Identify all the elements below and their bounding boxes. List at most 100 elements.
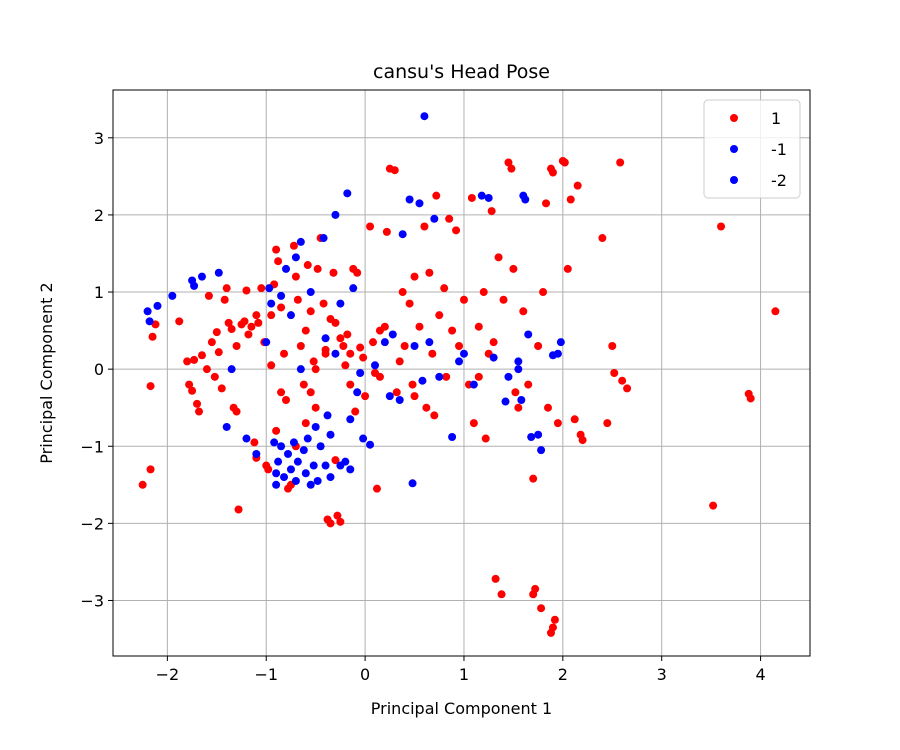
data-point-series-1 bbox=[410, 342, 419, 351]
data-point-series-1 bbox=[501, 397, 510, 406]
data-point-series-0 bbox=[240, 317, 249, 326]
data-point-series-0 bbox=[509, 264, 518, 273]
data-point-series-1 bbox=[190, 281, 199, 290]
data-point-series-0 bbox=[481, 434, 490, 443]
data-point-series-0 bbox=[445, 214, 454, 223]
plot-area-frame bbox=[112, 89, 811, 657]
data-point-series-1 bbox=[556, 338, 565, 347]
data-point-series-1 bbox=[222, 422, 231, 431]
data-point-series-0 bbox=[148, 332, 157, 341]
data-point-series-1 bbox=[145, 317, 154, 326]
data-point-series-1 bbox=[489, 353, 498, 362]
data-point-series-1 bbox=[323, 411, 332, 420]
y-tick-label: 3 bbox=[94, 129, 104, 148]
data-point-series-0 bbox=[511, 388, 520, 397]
data-point-series-1 bbox=[343, 189, 352, 198]
data-point-series-0 bbox=[151, 320, 160, 329]
data-point-series-1 bbox=[504, 372, 513, 381]
data-point-series-1 bbox=[301, 469, 310, 478]
data-point-series-1 bbox=[326, 473, 335, 482]
data-point-series-0 bbox=[489, 338, 498, 347]
data-point-series-0 bbox=[277, 303, 286, 312]
data-point-series-1 bbox=[398, 230, 407, 239]
data-point-series-1 bbox=[326, 430, 335, 439]
data-point-series-1 bbox=[527, 433, 536, 442]
data-point-series-1 bbox=[280, 473, 289, 482]
data-point-series-0 bbox=[469, 419, 478, 428]
data-point-series-0 bbox=[400, 342, 409, 351]
data-point-series-1 bbox=[293, 457, 302, 466]
data-point-series-0 bbox=[709, 501, 718, 510]
data-point-series-1 bbox=[346, 465, 355, 474]
data-point-series-0 bbox=[202, 365, 211, 374]
data-point-series-0 bbox=[491, 574, 500, 583]
data-point-series-0 bbox=[210, 372, 219, 381]
data-point-series-0 bbox=[550, 615, 559, 624]
data-point-series-0 bbox=[361, 392, 370, 401]
data-point-series-1 bbox=[380, 338, 389, 347]
data-point-series-0 bbox=[303, 261, 312, 270]
data-point-series-0 bbox=[519, 307, 528, 316]
data-point-series-0 bbox=[346, 349, 355, 358]
data-point-series-0 bbox=[282, 395, 291, 404]
data-point-series-0 bbox=[408, 380, 417, 389]
data-point-series-0 bbox=[272, 426, 281, 435]
data-point-series-0 bbox=[313, 264, 322, 273]
data-point-series-0 bbox=[608, 342, 617, 351]
data-point-series-1 bbox=[309, 461, 318, 470]
data-point-series-0 bbox=[467, 193, 476, 202]
legend-marker bbox=[730, 176, 738, 184]
x-tick-label: 2 bbox=[558, 665, 568, 684]
data-point-series-0 bbox=[331, 456, 340, 465]
data-point-series-1 bbox=[521, 195, 530, 204]
data-point-series-0 bbox=[499, 295, 508, 304]
data-point-series-0 bbox=[356, 343, 365, 352]
data-point-series-0 bbox=[746, 394, 755, 403]
data-point-series-0 bbox=[410, 392, 419, 401]
data-point-series-1 bbox=[349, 284, 358, 293]
data-point-series-0 bbox=[242, 286, 251, 295]
x-tick-label: −2 bbox=[156, 665, 180, 684]
data-point-series-0 bbox=[442, 372, 451, 381]
data-point-series-1 bbox=[143, 307, 152, 316]
data-point-series-1 bbox=[366, 440, 375, 449]
data-point-series-0 bbox=[432, 191, 441, 200]
data-point-series-0 bbox=[280, 349, 289, 358]
data-point-series-0 bbox=[204, 291, 213, 300]
data-point-series-0 bbox=[524, 380, 533, 389]
data-point-series-1 bbox=[514, 357, 523, 366]
data-point-series-0 bbox=[440, 284, 449, 293]
data-point-series-0 bbox=[610, 369, 619, 377]
data-point-series-1 bbox=[455, 357, 464, 366]
data-point-series-0 bbox=[370, 369, 379, 377]
data-point-series-0 bbox=[321, 345, 330, 354]
data-point-series-1 bbox=[524, 330, 533, 339]
data-point-series-0 bbox=[195, 407, 204, 416]
data-point-series-1 bbox=[283, 449, 292, 458]
data-point-series-1 bbox=[385, 392, 394, 401]
data-point-series-1 bbox=[469, 380, 478, 389]
data-point-series-0 bbox=[353, 268, 362, 277]
data-point-series-0 bbox=[448, 326, 457, 335]
data-point-series-1 bbox=[420, 112, 429, 121]
data-point-series-1 bbox=[353, 388, 362, 397]
data-point-series-0 bbox=[369, 338, 378, 347]
data-point-series-1 bbox=[321, 461, 330, 470]
data-point-series-0 bbox=[435, 311, 444, 320]
x-tick-label: −1 bbox=[254, 665, 278, 684]
data-point-series-0 bbox=[544, 403, 553, 412]
data-point-series-1 bbox=[430, 214, 439, 223]
y-tick-label: −2 bbox=[80, 514, 104, 533]
data-point-series-0 bbox=[346, 380, 355, 389]
data-point-series-0 bbox=[267, 311, 276, 320]
data-point-series-1 bbox=[291, 253, 300, 262]
data-point-series-0 bbox=[306, 388, 315, 397]
data-point-series-1 bbox=[408, 479, 417, 488]
legend-label: -2 bbox=[771, 171, 787, 190]
data-point-series-0 bbox=[455, 342, 464, 351]
data-point-series-0 bbox=[537, 604, 546, 613]
y-tick-label: 0 bbox=[94, 360, 104, 379]
data-point-series-0 bbox=[398, 288, 407, 297]
data-point-series-0 bbox=[264, 465, 273, 474]
